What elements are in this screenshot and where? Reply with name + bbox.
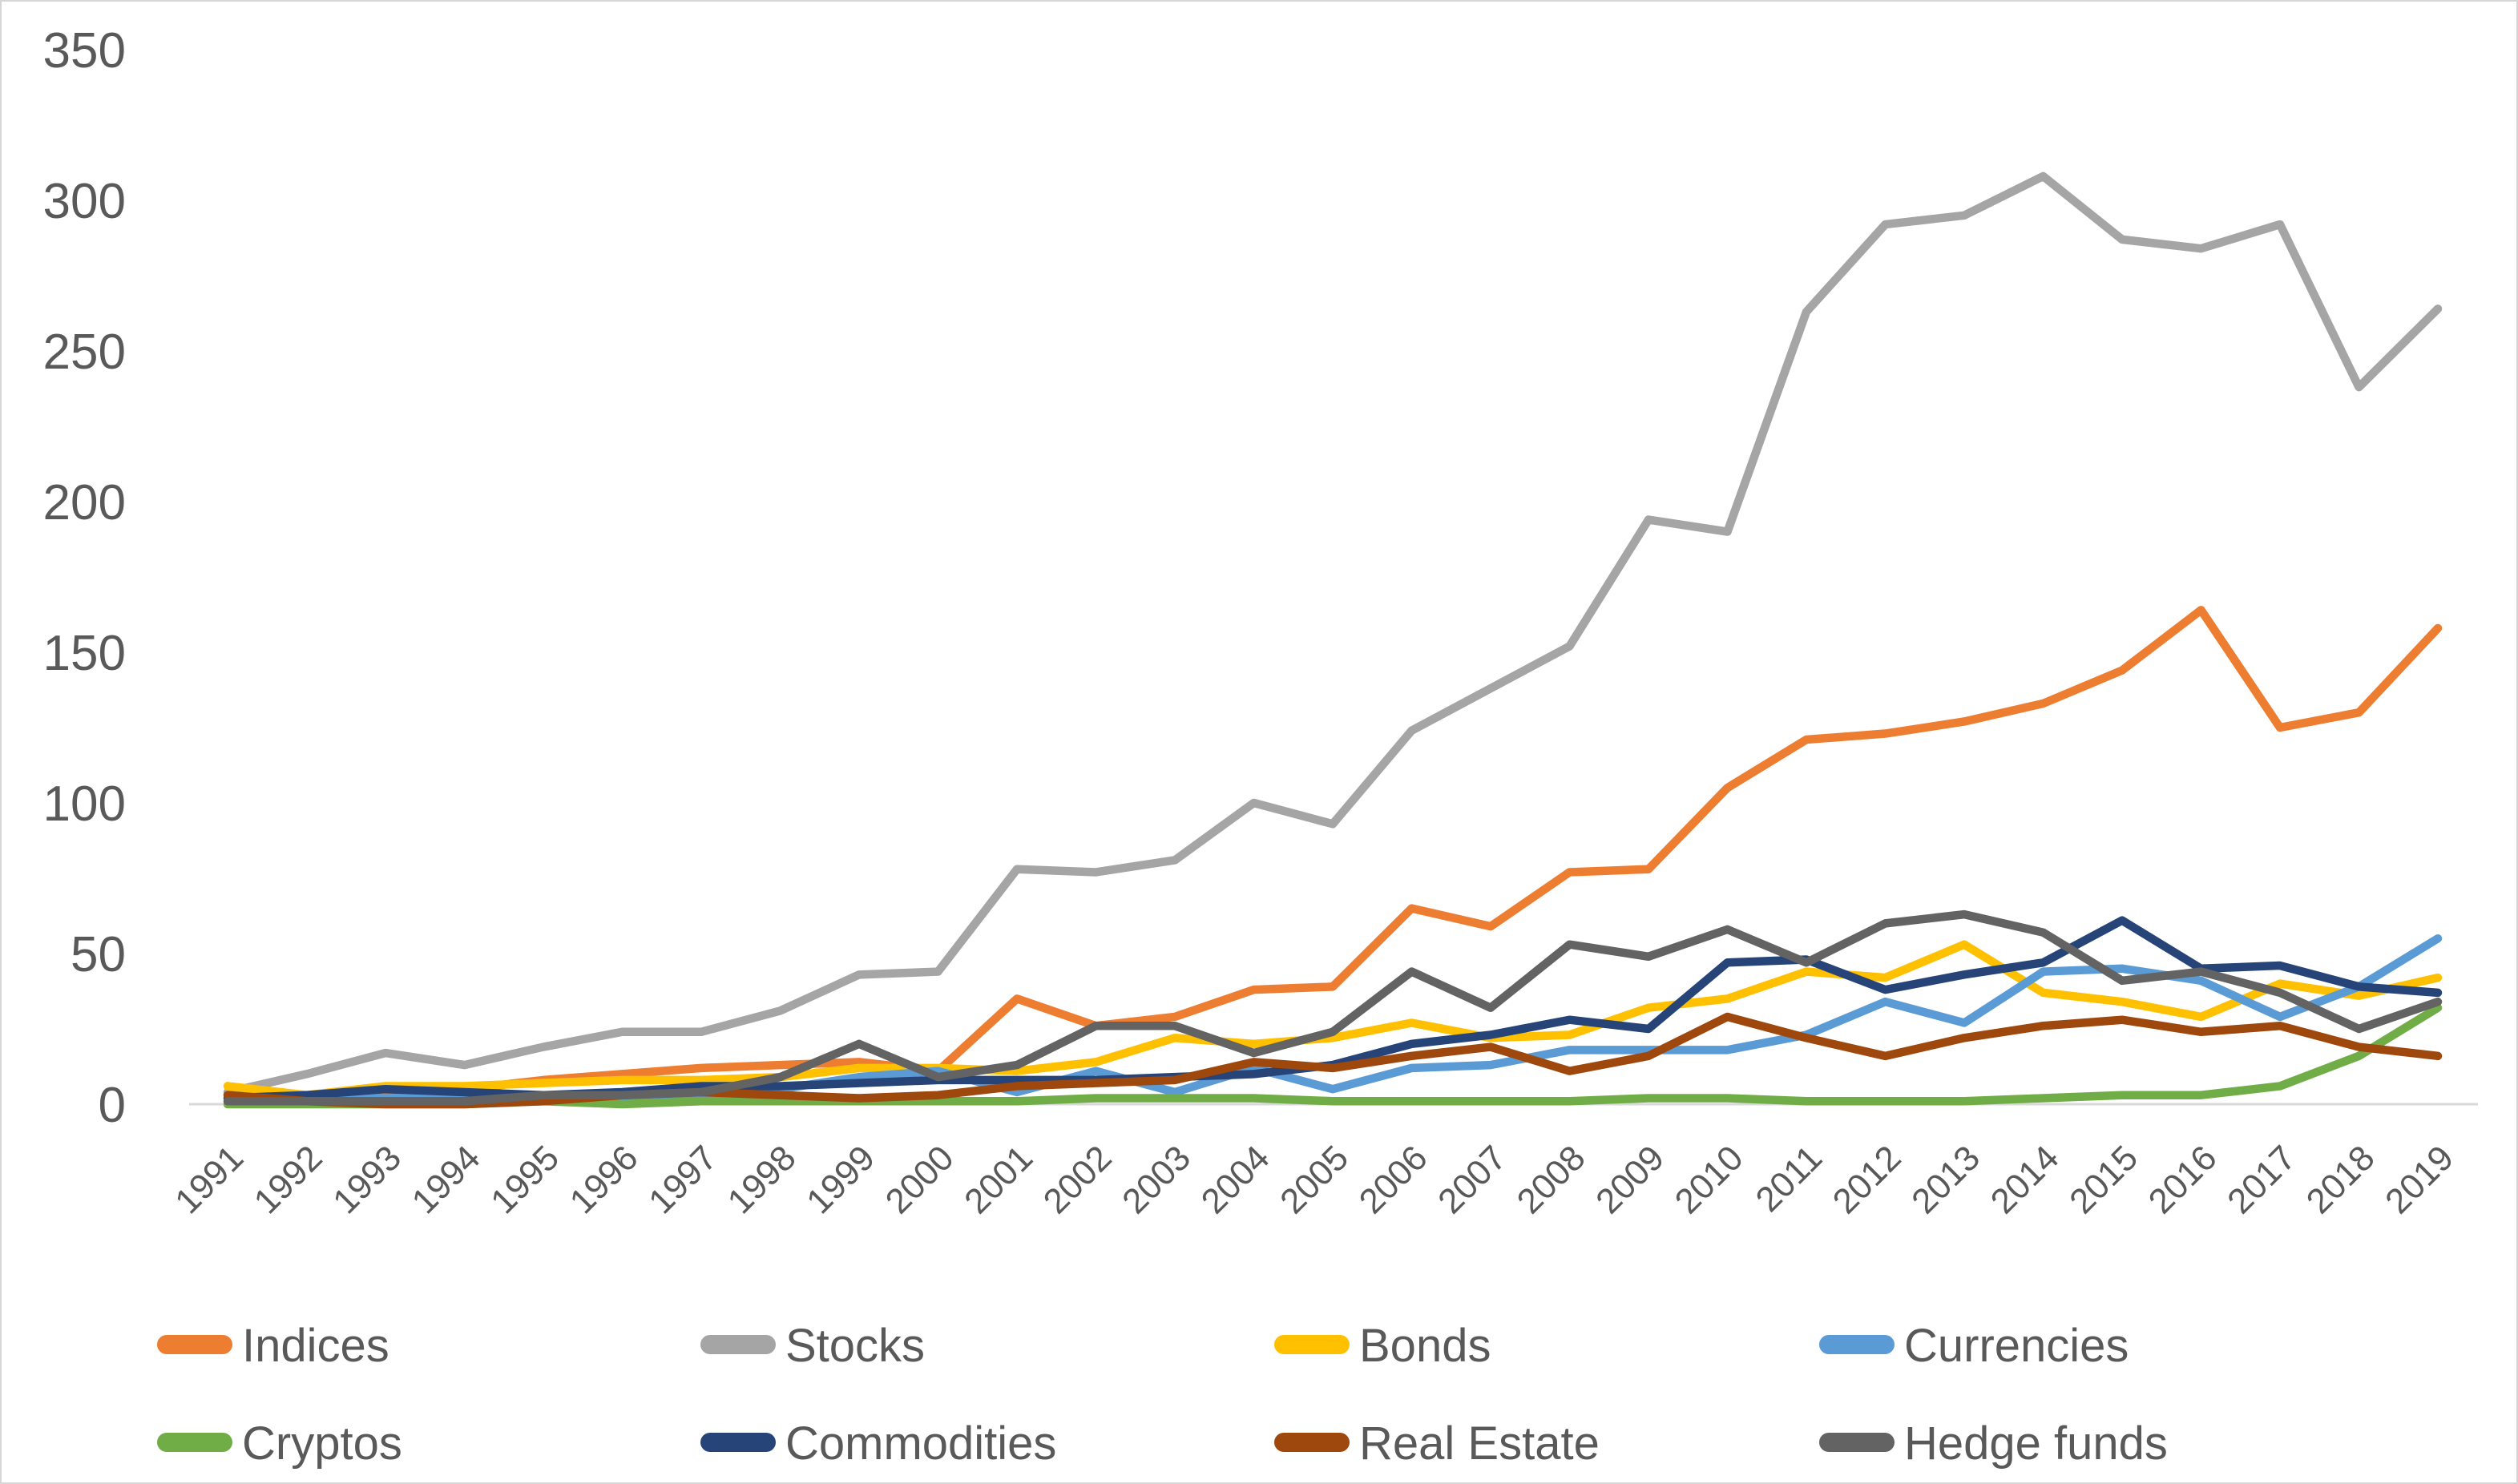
x-tick-label-2018: 2018 (2299, 1138, 2383, 1221)
x-tick-label-2010: 2010 (1668, 1138, 1751, 1221)
x-tick-label-2014: 2014 (1983, 1138, 2067, 1221)
legend-label-indices: Indices (242, 1320, 389, 1372)
x-tick-label-2002: 2002 (1036, 1138, 1120, 1221)
legend-item-currencies: Currencies (1819, 1320, 2129, 1372)
legend-swatch-hedge-funds (1819, 1433, 1895, 1452)
x-tick-label-1997: 1997 (641, 1138, 724, 1221)
series-line-indices (223, 606, 2443, 1103)
series-line-cryptos (223, 1003, 2443, 1109)
x-tick-label-1992: 1992 (247, 1138, 330, 1221)
legend-swatch-commodities (700, 1433, 776, 1452)
y-tick-label-0: 0 (99, 1078, 126, 1133)
legend-item-stocks: Stocks (700, 1320, 925, 1372)
x-tick-label-2003: 2003 (1115, 1138, 1198, 1221)
x-tick-label-2004: 2004 (1194, 1138, 1277, 1221)
legend-item-commodities: Commodities (700, 1417, 1056, 1470)
x-tick-label-2013: 2013 (1904, 1138, 1987, 1221)
x-tick-label-2005: 2005 (1273, 1138, 1356, 1221)
legend-item-real-estate: Real Estate (1274, 1417, 1600, 1470)
x-tick-label-1996: 1996 (563, 1138, 646, 1221)
legend: Indices Stocks Bonds Currencies Cryptos Commo… (157, 1320, 2168, 1470)
legend-item-bonds: Bonds (1274, 1320, 1491, 1372)
legend-label-stocks: Stocks (785, 1320, 925, 1372)
x-tick-label-1991: 1991 (167, 1138, 251, 1221)
legend-label-bonds: Bonds (1359, 1320, 1491, 1372)
series-lines (223, 171, 2443, 1109)
x-tick-label-2011: 2011 (1749, 1138, 1830, 1220)
x-tick-label-2017: 2017 (2220, 1138, 2303, 1221)
x-tick-label-2015: 2015 (2062, 1138, 2145, 1221)
legend-item-cryptos: Cryptos (157, 1417, 402, 1470)
x-tick-label-2008: 2008 (1510, 1138, 1593, 1221)
y-tick-label-250: 250 (43, 325, 126, 380)
x-tick-label-1995: 1995 (483, 1138, 567, 1221)
x-tick-label-2012: 2012 (1826, 1138, 1909, 1221)
legend-swatch-cryptos (157, 1433, 232, 1452)
legend-label-currencies: Currencies (1904, 1320, 2129, 1372)
y-tick-label-50: 50 (71, 927, 126, 982)
y-tick-label-100: 100 (43, 776, 126, 832)
legend-label-cryptos: Cryptos (242, 1417, 402, 1470)
legend-label-real-estate: Real Estate (1359, 1417, 1600, 1470)
x-tick-label-2019: 2019 (2378, 1138, 2461, 1221)
x-tick-label-1993: 1993 (325, 1138, 409, 1221)
x-tick-label-2006: 2006 (1352, 1138, 1435, 1221)
x-tick-label-1999: 1999 (799, 1138, 882, 1221)
legend-swatch-bonds (1274, 1335, 1350, 1354)
legend-swatch-real-estate (1274, 1433, 1350, 1452)
x-tick-label-1994: 1994 (405, 1138, 488, 1221)
series-line-hedge-funds (223, 909, 2443, 1106)
y-tick-label-350: 350 (43, 23, 126, 79)
legend-swatch-indices (157, 1335, 232, 1354)
series-line-bonds (223, 940, 2443, 1099)
legend-item-hedge-funds: Hedge funds (1819, 1417, 2168, 1470)
y-tick-label-300: 300 (43, 174, 126, 229)
y-axis-labels: 0 50 100 150 200 250 300 350 (43, 23, 126, 1133)
legend-swatch-currencies (1819, 1335, 1895, 1354)
x-tick-label-1998: 1998 (720, 1138, 804, 1221)
legend-swatch-stocks (700, 1335, 776, 1354)
x-tick-label-2009: 2009 (1588, 1138, 1672, 1221)
legend-label-commodities: Commodities (785, 1417, 1056, 1470)
x-tick-label-2001: 2001 (957, 1138, 1040, 1221)
y-tick-label-150: 150 (43, 626, 126, 681)
series-line-stocks (223, 171, 2443, 1097)
legend-label-hedge-funds: Hedge funds (1904, 1417, 2168, 1470)
x-tick-label-2016: 2016 (2141, 1138, 2225, 1221)
x-axis-labels: 1991199219931994199519961997199819992000… (167, 1138, 2461, 1221)
x-tick-label-2007: 2007 (1430, 1138, 1514, 1221)
y-tick-label-200: 200 (43, 475, 126, 530)
legend-item-indices: Indices (157, 1320, 389, 1372)
x-tick-label-2000: 2000 (878, 1138, 962, 1221)
